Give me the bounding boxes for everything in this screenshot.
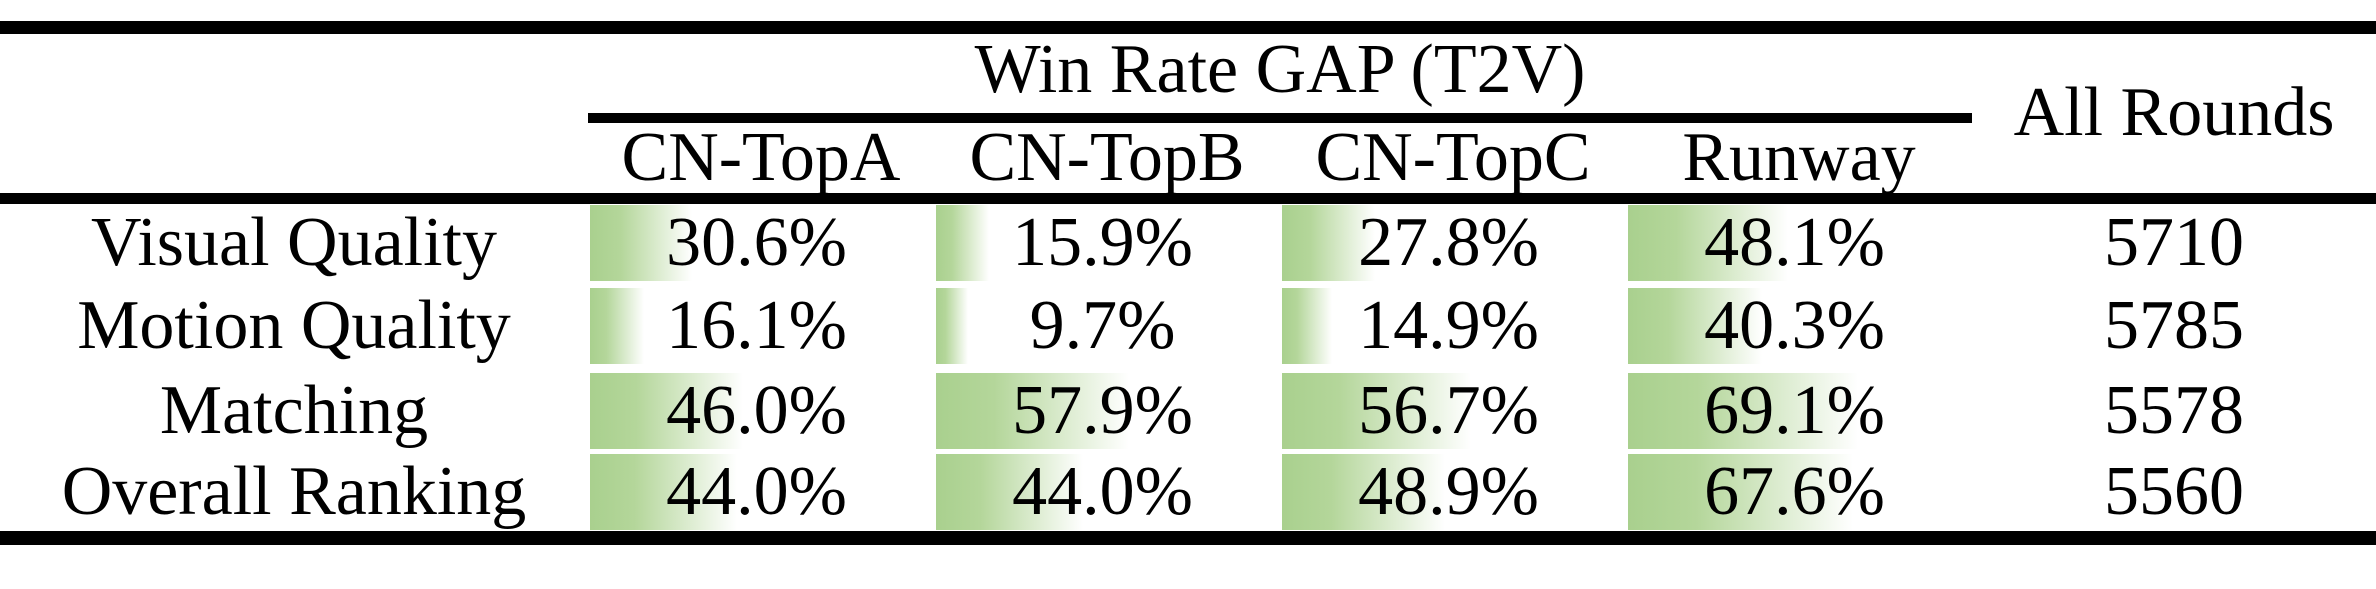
data-bar bbox=[936, 454, 1083, 530]
value-text: 44.0% bbox=[666, 453, 847, 530]
value-cell: 46.0% bbox=[588, 368, 934, 453]
data-bar bbox=[1628, 372, 1859, 449]
data-bar bbox=[1282, 205, 1375, 282]
value-text: 27.8% bbox=[1358, 204, 1539, 282]
data-bar bbox=[590, 205, 692, 282]
value-text: 69.1% bbox=[1704, 371, 1885, 449]
row-label: Matching bbox=[159, 371, 429, 449]
value-text: 48.1% bbox=[1704, 204, 1885, 282]
group-header-row: Win Rate GAP (T2V) All Rounds bbox=[0, 27, 2376, 204]
data-bar bbox=[936, 205, 989, 282]
win-rate-gap-table: Win Rate GAP (T2V) All Rounds CN-TopA CN… bbox=[0, 21, 2376, 545]
all-rounds-value: 5560 bbox=[2104, 453, 2245, 530]
column-header-runway: Runway bbox=[1626, 117, 1973, 204]
data-bar bbox=[1282, 454, 1445, 530]
value-text: 9.7% bbox=[1029, 286, 1176, 364]
value-cell: 15.9% bbox=[934, 198, 1280, 283]
data-bar bbox=[590, 454, 737, 530]
value-cell: 44.0% bbox=[934, 453, 1280, 538]
value-text: 67.6% bbox=[1704, 453, 1885, 530]
all-rounds-value: 5710 bbox=[2104, 204, 2245, 282]
value-cell: 57.9% bbox=[934, 368, 1280, 453]
column-header-cn-topa: CN-TopA bbox=[588, 117, 934, 204]
value-cell: 9.7% bbox=[934, 283, 1280, 368]
row-label: Overall Ranking bbox=[61, 453, 527, 530]
value-text: 14.9% bbox=[1358, 286, 1539, 364]
value-cell: 48.1% bbox=[1626, 198, 1972, 283]
data-bar bbox=[590, 287, 644, 364]
all-rounds-value: 5578 bbox=[2104, 371, 2245, 449]
value-cell: 30.6% bbox=[588, 198, 934, 283]
table-row-overall-ranking: Overall Ranking 44.0% 44.0% 48.9% 67.6% … bbox=[0, 453, 2376, 538]
value-text: 56.7% bbox=[1358, 371, 1539, 449]
table-row-matching: Matching 46.0% 57.9% 56.7% 69.1% 5578 bbox=[0, 368, 2376, 453]
column-header-cn-topc: CN-TopC bbox=[1280, 117, 1626, 204]
value-text: 48.9% bbox=[1358, 453, 1539, 530]
row-label: Visual Quality bbox=[90, 204, 498, 282]
value-cell: 40.3% bbox=[1626, 283, 1972, 368]
value-text: 30.6% bbox=[666, 204, 847, 282]
label-blank-cell bbox=[0, 117, 588, 204]
value-cell: 27.8% bbox=[1280, 198, 1626, 283]
corner-blank-cell bbox=[0, 28, 588, 118]
value-text: 46.0% bbox=[666, 371, 847, 449]
value-text: 16.1% bbox=[666, 286, 847, 364]
value-text: 57.9% bbox=[1012, 371, 1193, 449]
subheader-row: CN-TopA CN-TopB CN-TopC Runway bbox=[0, 117, 2376, 204]
group-header-win-rate-gap: Win Rate GAP (T2V) bbox=[588, 27, 1973, 123]
value-cell: 48.9% bbox=[1280, 453, 1626, 538]
value-cell: 69.1% bbox=[1626, 368, 1972, 453]
all-rounds-value: 5785 bbox=[2104, 286, 2245, 364]
data-bar bbox=[936, 287, 969, 364]
value-cell: 44.0% bbox=[588, 453, 934, 538]
value-text: 40.3% bbox=[1704, 286, 1885, 364]
table-row-visual-quality: Visual Quality 30.6% 15.9% 27.8% 48.1% 5… bbox=[0, 198, 2376, 283]
data-bar bbox=[590, 372, 744, 449]
data-bar bbox=[1628, 287, 1763, 364]
row-label: Motion Quality bbox=[77, 286, 511, 364]
data-bar bbox=[1628, 205, 1789, 282]
value-text: 44.0% bbox=[1012, 453, 1193, 530]
value-cell: 67.6% bbox=[1626, 453, 1972, 538]
column-header-all-rounds: All Rounds bbox=[1972, 27, 2376, 204]
value-cell: 16.1% bbox=[588, 283, 934, 368]
table-row-motion-quality: Motion Quality 16.1% 9.7% 14.9% 40.3% 57… bbox=[0, 283, 2376, 368]
column-header-cn-topb: CN-TopB bbox=[934, 117, 1280, 204]
data-bar bbox=[1282, 372, 1471, 449]
value-text: 15.9% bbox=[1012, 204, 1193, 282]
value-cell: 14.9% bbox=[1280, 283, 1626, 368]
data-bar bbox=[1628, 454, 1854, 530]
data-bar bbox=[1282, 287, 1332, 364]
value-cell: 56.7% bbox=[1280, 368, 1626, 453]
data-bar bbox=[936, 372, 1129, 449]
